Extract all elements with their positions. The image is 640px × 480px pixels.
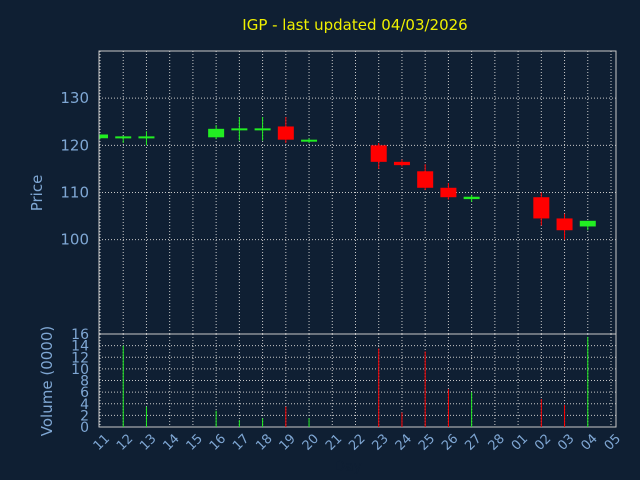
x-axis-label: Day — [334, 459, 362, 475]
volume-tick-label: 10 — [71, 362, 89, 378]
price-grid — [99, 51, 616, 334]
candle-body — [138, 136, 155, 139]
x-tick-label: 15 — [184, 431, 206, 453]
volume-tick-label: 8 — [80, 374, 89, 390]
candle-body — [277, 126, 294, 140]
price-tick-label: 100 — [60, 231, 89, 249]
volume-tick-label: 2 — [80, 408, 89, 424]
candle-body — [533, 197, 550, 219]
x-tick-label: 11 — [91, 431, 113, 453]
x-tick-label: 17 — [230, 431, 252, 453]
x-tick-label: 12 — [114, 431, 136, 453]
price-panel: 100 110 120 130 — [60, 50, 617, 335]
x-tick-label: 04 — [579, 431, 601, 453]
volume-tick-label: 6 — [80, 385, 89, 401]
candle-body — [208, 128, 225, 138]
candle-body — [417, 171, 434, 188]
candle-body — [301, 139, 318, 142]
volume-tick-label: 14 — [71, 339, 89, 355]
x-tick-label: 16 — [207, 431, 229, 453]
price-y-ticks: 100 110 120 130 — [60, 89, 89, 249]
candle-body — [100, 134, 108, 139]
candle-body — [254, 128, 271, 131]
candle-body — [393, 161, 410, 166]
candle-body — [556, 218, 573, 231]
x-tick-label: 01 — [509, 431, 531, 453]
volume-grid — [99, 334, 616, 427]
x-tick-label: 28 — [486, 431, 508, 453]
volume-tick-label: 12 — [71, 350, 89, 366]
candle-body — [115, 136, 132, 139]
x-tick-label: 02 — [532, 431, 554, 453]
candle-body — [463, 196, 480, 200]
x-tick-label: 18 — [253, 431, 275, 453]
volume-bars — [122, 336, 589, 427]
price-tick-label: 110 — [60, 184, 89, 202]
volume-tick-label: 0 — [80, 420, 89, 436]
chart-title: IGP - last updated 04/03/2026 — [242, 16, 467, 34]
x-tick-label: 26 — [439, 431, 461, 453]
candles — [99, 117, 596, 240]
x-tick-label: 13 — [137, 431, 159, 453]
candle-body — [231, 128, 248, 131]
candle-body — [579, 220, 596, 227]
x-tick-label: 20 — [300, 431, 322, 453]
volume-tick-label: 4 — [80, 397, 89, 413]
candle-body — [370, 145, 387, 162]
x-tick-label: 14 — [160, 431, 182, 453]
volume-tick-label: 16 — [71, 327, 89, 343]
x-tick-label: 03 — [555, 431, 577, 453]
price-axis-label: Price — [28, 175, 46, 212]
x-tick-label: 25 — [416, 431, 438, 453]
x-tick-label: 22 — [346, 431, 368, 453]
x-tick-label: 24 — [393, 431, 415, 453]
x-tick-label: 27 — [462, 431, 484, 453]
x-tick-label: 19 — [277, 431, 299, 453]
x-tick-label: 23 — [369, 431, 391, 453]
x-ticks: 11 12 13 14 15 16 17 18 19 20 21 22 23 24 25 26 27 28 01 02… — [91, 431, 624, 453]
price-tick-label: 120 — [60, 136, 89, 154]
volume-axis-label: Volume (0000) — [38, 326, 56, 436]
candle-body — [440, 187, 457, 198]
x-tick-label: 21 — [323, 431, 345, 453]
price-tick-label: 130 — [60, 89, 89, 107]
x-tick-label: 05 — [602, 431, 624, 453]
